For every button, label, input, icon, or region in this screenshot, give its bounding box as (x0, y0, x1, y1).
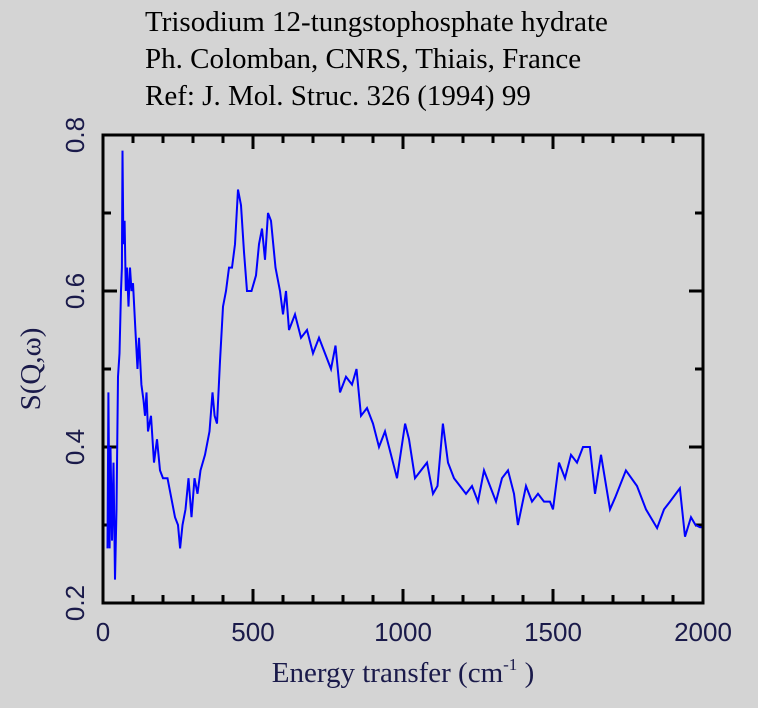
y-tick-label: 0.6 (60, 273, 90, 309)
y-tick-label: 0.4 (60, 429, 90, 465)
chart-title-line-2: Ph. Colomban, CNRS, Thiais, France (145, 43, 582, 75)
tick-labels: 0 500 1000 1500 2000 0.2 0.4 0.6 0.8 (60, 117, 732, 647)
x-axis-label: Energy transfer (cm-1 ) (272, 655, 534, 689)
series-line (106, 150, 703, 580)
x-tick-label: 1000 (374, 617, 432, 647)
chart-title-line-1: Trisodium 12-tungstophosphate hydrate (145, 6, 608, 38)
y-tick-label: 0.2 (60, 585, 90, 621)
x-tick-label: 2000 (674, 617, 732, 647)
x-tick-label: 0 (96, 617, 110, 647)
axis-ticks (101, 133, 705, 605)
chart-title-line-3: Ref: J. Mol. Struc. 326 (1994) 99 (145, 80, 531, 112)
x-tick-label: 500 (231, 617, 274, 647)
y-tick-label: 0.8 (60, 117, 90, 153)
y-axis-label: S(Q,ω) (15, 328, 47, 411)
plot-frame (101, 133, 705, 605)
x-tick-label: 1500 (524, 617, 582, 647)
